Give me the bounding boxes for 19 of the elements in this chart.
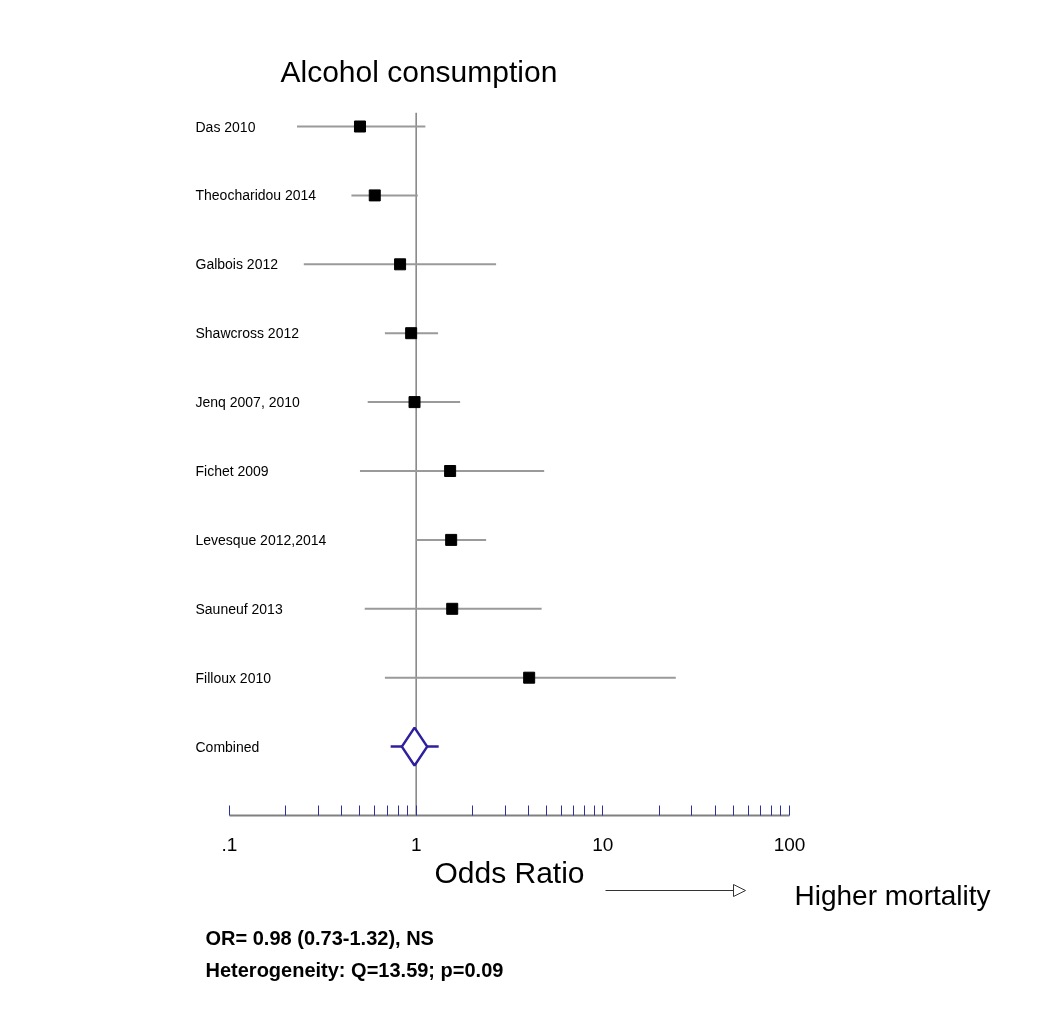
chart-title: Alcohol consumption	[280, 55, 558, 88]
y-tick-label: Fichet 2009	[195, 463, 269, 479]
y-tick-label: Galbois 2012	[195, 256, 279, 273]
y-tick-label: Theocharidou 2014	[195, 187, 317, 204]
y-tick-label: Jenq 2007, 2010	[195, 394, 301, 411]
y-tick-label: Das 2010	[195, 118, 256, 135]
x-tick-label: 100	[773, 833, 806, 855]
y-tick-label: Shawcross 2012	[195, 325, 300, 342]
x-tick-label: .1	[221, 833, 238, 855]
y-tick-label: Combined	[195, 738, 260, 755]
x-tick-label: 10	[592, 833, 614, 855]
y-tick-label: Levesque 2012,2014	[195, 531, 327, 548]
text: Heterogeneity: Q=13.59; p=0.09	[205, 958, 504, 981]
text: OR= 0.98 (0.73-1.32), NS	[205, 926, 434, 949]
x-tick-label: 1	[410, 833, 422, 855]
text: Higher mortality	[794, 880, 991, 911]
y-tick-label: Filloux 2010	[195, 669, 272, 686]
y-tick-label: Sauneuf 2013	[195, 600, 283, 617]
x-axis-title: Odds Ratio	[434, 855, 585, 889]
